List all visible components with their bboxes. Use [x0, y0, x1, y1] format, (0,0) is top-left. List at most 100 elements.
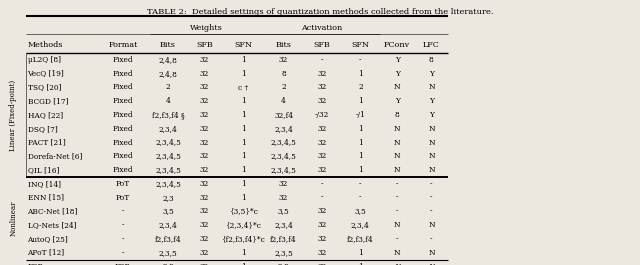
Text: Format: Format — [108, 41, 138, 48]
Text: 2,3,4,5: 2,3,4,5 — [271, 152, 296, 160]
Text: N: N — [428, 152, 435, 160]
Text: 2,3,4: 2,3,4 — [351, 221, 370, 229]
Text: 8: 8 — [281, 70, 286, 78]
Text: {f2,f3,f4}*c: {f2,f3,f4}*c — [221, 235, 265, 243]
Text: N: N — [428, 221, 435, 229]
Text: 3,5: 3,5 — [162, 207, 174, 215]
Text: ESB: ESB — [28, 263, 44, 265]
Text: 2,3,4: 2,3,4 — [274, 125, 293, 133]
Text: 1: 1 — [241, 125, 246, 133]
Text: APoT [12]: APoT [12] — [28, 249, 65, 257]
Text: -: - — [359, 194, 362, 202]
Text: 2: 2 — [281, 83, 286, 91]
Text: FConv: FConv — [384, 41, 410, 48]
Text: 2,3,4: 2,3,4 — [159, 221, 177, 229]
Text: -: - — [359, 180, 362, 188]
Text: 1: 1 — [358, 166, 363, 174]
Text: -: - — [396, 207, 398, 215]
Text: 32: 32 — [200, 56, 209, 64]
Text: Linear (Fixed-point): Linear (Fixed-point) — [10, 80, 17, 151]
Text: 32: 32 — [200, 139, 209, 147]
Text: 2-8: 2-8 — [162, 263, 174, 265]
Text: PoT: PoT — [116, 180, 130, 188]
Text: 2,3: 2,3 — [162, 194, 174, 202]
Text: PACT [21]: PACT [21] — [28, 139, 65, 147]
Text: 1: 1 — [241, 166, 246, 174]
Text: 32: 32 — [317, 97, 327, 105]
Text: 32: 32 — [317, 235, 327, 243]
Text: 32: 32 — [279, 194, 288, 202]
Text: -: - — [321, 180, 323, 188]
Text: 32: 32 — [317, 207, 327, 215]
Text: N: N — [428, 125, 435, 133]
Text: 2,4,8: 2,4,8 — [159, 56, 177, 64]
Text: 32: 32 — [200, 166, 209, 174]
Text: 32: 32 — [200, 152, 209, 160]
Text: 32: 32 — [317, 125, 327, 133]
Text: -: - — [122, 249, 124, 257]
Text: N: N — [394, 152, 401, 160]
Text: 32: 32 — [200, 249, 209, 257]
Text: 1: 1 — [241, 152, 246, 160]
Text: Fixed: Fixed — [113, 152, 133, 160]
Text: Activation: Activation — [301, 24, 342, 32]
Text: 32: 32 — [200, 194, 209, 202]
Text: -: - — [321, 194, 323, 202]
Text: Fixed: Fixed — [113, 111, 133, 119]
Text: {2,3,4}*c: {2,3,4}*c — [225, 221, 261, 229]
Text: 32: 32 — [317, 221, 327, 229]
Text: 2: 2 — [358, 83, 363, 91]
Text: 2,3,4: 2,3,4 — [159, 125, 177, 133]
Text: 2,3,4,5: 2,3,4,5 — [155, 166, 181, 174]
Text: 8: 8 — [395, 111, 399, 119]
Text: SFB: SFB — [196, 41, 213, 48]
Text: {3,5}*c: {3,5}*c — [228, 207, 258, 215]
Text: Fixed: Fixed — [113, 97, 133, 105]
Text: 1: 1 — [241, 111, 246, 119]
Text: 2: 2 — [166, 83, 170, 91]
Text: Y: Y — [395, 70, 399, 78]
Text: f2,f3,f4: f2,f3,f4 — [347, 235, 374, 243]
Text: 4: 4 — [281, 97, 286, 105]
Text: 2,3,5: 2,3,5 — [159, 249, 177, 257]
Text: 1: 1 — [358, 139, 363, 147]
Text: 32: 32 — [317, 263, 327, 265]
Text: ESB: ESB — [115, 263, 131, 265]
Text: 32: 32 — [317, 166, 327, 174]
Text: Fixed: Fixed — [113, 83, 133, 91]
Text: Y: Y — [429, 111, 434, 119]
Text: 32: 32 — [317, 249, 327, 257]
Text: INQ [14]: INQ [14] — [28, 180, 61, 188]
Text: 2-8: 2-8 — [278, 263, 289, 265]
Text: 2,3,4,5: 2,3,4,5 — [155, 139, 181, 147]
Text: 1: 1 — [358, 125, 363, 133]
Text: 32: 32 — [200, 207, 209, 215]
Text: 3,5: 3,5 — [278, 207, 289, 215]
Text: SFB: SFB — [314, 41, 331, 48]
Text: -: - — [122, 207, 124, 215]
Text: 32: 32 — [317, 83, 327, 91]
Text: 32: 32 — [200, 111, 209, 119]
Text: 1: 1 — [358, 152, 363, 160]
Text: μL2Q [8]: μL2Q [8] — [28, 56, 61, 64]
Text: BCGD [17]: BCGD [17] — [28, 97, 68, 105]
Text: N: N — [428, 166, 435, 174]
Text: QIL [16]: QIL [16] — [28, 166, 59, 174]
Text: -/1: -/1 — [355, 111, 365, 119]
Text: -: - — [396, 235, 398, 243]
Text: 32: 32 — [200, 125, 209, 133]
Text: 2,3,5: 2,3,5 — [274, 249, 293, 257]
Text: N: N — [394, 166, 401, 174]
Text: LFC: LFC — [423, 41, 440, 48]
Text: -: - — [321, 56, 323, 64]
Text: 1: 1 — [358, 249, 363, 257]
Text: 1: 1 — [241, 97, 246, 105]
Text: ENN [15]: ENN [15] — [28, 194, 63, 202]
Text: 2,3,4,5: 2,3,4,5 — [271, 139, 296, 147]
Text: 32,f4: 32,f4 — [274, 111, 293, 119]
Text: SFN: SFN — [234, 41, 252, 48]
Text: c †: c † — [238, 83, 248, 91]
Text: HAQ [22]: HAQ [22] — [28, 111, 63, 119]
Text: N: N — [394, 221, 401, 229]
Text: -: - — [430, 194, 433, 202]
